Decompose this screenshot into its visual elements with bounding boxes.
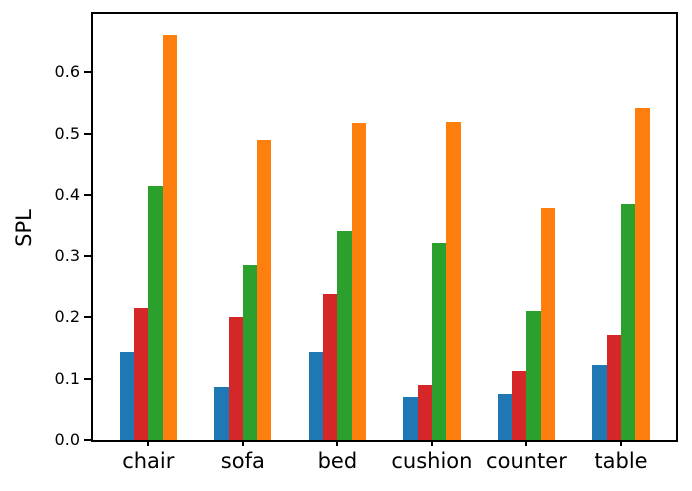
x-tick-mark bbox=[147, 440, 150, 446]
y-tick-mark bbox=[84, 71, 91, 74]
bar-cushion-series-1 bbox=[403, 397, 418, 440]
bar-cushion-series-4 bbox=[446, 122, 461, 440]
bar-bed-series-3 bbox=[337, 230, 352, 440]
x-tick-mark bbox=[525, 440, 528, 446]
x-tick-label-table: table bbox=[594, 449, 648, 473]
y-tick-mark bbox=[84, 255, 91, 258]
y-tick-mark bbox=[84, 193, 91, 196]
y-tick-label: 0.0 bbox=[54, 430, 80, 449]
bar-chair-series-2 bbox=[134, 307, 149, 440]
x-tick-mark bbox=[336, 440, 339, 446]
bar-cushion-series-2 bbox=[417, 385, 432, 440]
x-tick-label-bed: bed bbox=[317, 449, 358, 473]
bar-sofa-series-2 bbox=[228, 317, 243, 440]
bar-bed-series-2 bbox=[323, 294, 338, 440]
y-tick-mark bbox=[84, 439, 91, 441]
y-tick-mark bbox=[84, 377, 91, 380]
bar-sofa-series-3 bbox=[242, 265, 258, 440]
bar-counter-series-2 bbox=[512, 371, 527, 440]
y-tick-label: 0.2 bbox=[54, 307, 80, 327]
y-tick-label: 0.4 bbox=[54, 184, 80, 204]
y-tick-mark bbox=[84, 316, 91, 319]
y-tick-label: 0.6 bbox=[54, 62, 80, 82]
bar-table-series-1 bbox=[592, 365, 607, 440]
bar-counter-series-3 bbox=[526, 310, 541, 440]
bar-chair-series-3 bbox=[148, 186, 163, 440]
x-tick-label-counter: counter bbox=[486, 449, 567, 473]
bar-table-series-3 bbox=[621, 204, 636, 440]
bar-table-series-4 bbox=[635, 108, 650, 440]
y-tick-mark bbox=[84, 132, 91, 135]
bar-chair-series-1 bbox=[119, 351, 134, 440]
x-tick-mark bbox=[430, 440, 433, 446]
bar-counter-series-1 bbox=[497, 394, 513, 440]
x-tick-label-chair: chair bbox=[122, 449, 175, 473]
bar-chair-series-4 bbox=[162, 34, 177, 440]
x-tick-mark bbox=[620, 440, 622, 446]
y-tick-label: 0.3 bbox=[54, 246, 80, 266]
plot-area-frame bbox=[91, 12, 678, 442]
bar-bed-series-1 bbox=[308, 352, 324, 440]
x-tick-mark bbox=[241, 440, 244, 446]
bar-sofa-series-4 bbox=[257, 139, 272, 440]
y-tick-label: 0.5 bbox=[54, 123, 80, 143]
bar-bed-series-4 bbox=[351, 123, 366, 440]
x-tick-label-cushion: cushion bbox=[391, 449, 473, 473]
y-axis-title: SPL bbox=[12, 209, 36, 247]
x-tick-label-sofa: sofa bbox=[220, 449, 265, 473]
y-tick-label: 0.1 bbox=[54, 368, 80, 388]
bar-cushion-series-3 bbox=[431, 242, 447, 440]
bar-sofa-series-1 bbox=[214, 386, 229, 440]
bar-table-series-2 bbox=[606, 335, 621, 440]
bar-counter-series-4 bbox=[540, 208, 556, 440]
